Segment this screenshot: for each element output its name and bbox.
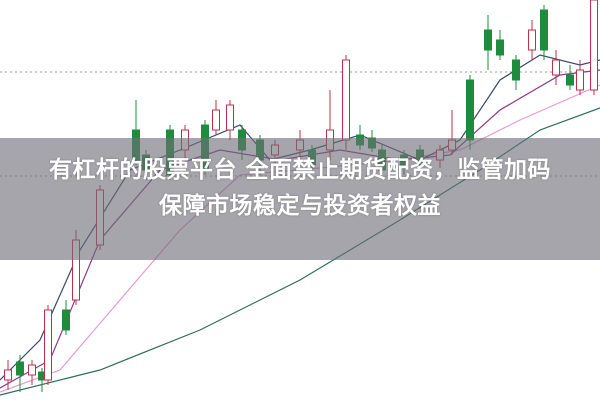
candle-down xyxy=(566,74,574,86)
candle-up xyxy=(590,0,598,91)
headline-line-1: 有杠杆的股票平台 全面禁止期货配资，监管加码 xyxy=(48,157,551,183)
candle-down xyxy=(484,29,492,51)
candle-up xyxy=(226,104,234,131)
headline-line-2: 保障市场稳定与投资者权益 xyxy=(159,193,441,219)
candle-down xyxy=(512,59,520,81)
candle-up xyxy=(576,69,584,91)
candle-up xyxy=(4,369,12,381)
candle-down xyxy=(62,309,70,331)
candle-down xyxy=(16,361,24,376)
candle-down xyxy=(540,9,548,51)
candle-up xyxy=(552,59,560,76)
candle-down xyxy=(466,79,474,141)
candle-up xyxy=(342,59,350,141)
candle-up xyxy=(44,309,52,381)
headline: 有杠杆的股票平台 全面禁止期货配资，监管加码 保障市场稳定与投资者权益 xyxy=(0,152,600,224)
candle-up xyxy=(28,364,36,376)
candle-up xyxy=(212,109,220,131)
headline-overlay xyxy=(0,138,600,260)
candle-up xyxy=(528,29,536,51)
candle-down xyxy=(496,39,504,56)
